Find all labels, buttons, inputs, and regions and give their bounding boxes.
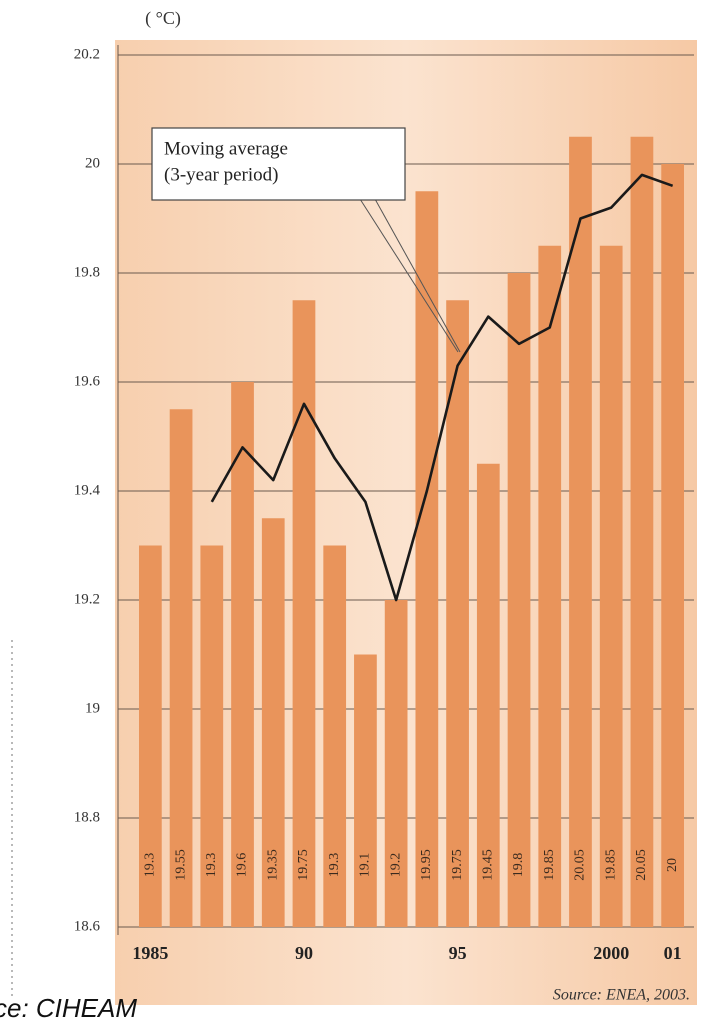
y-tick-label: 19.6 [74,373,101,389]
bar [384,600,408,927]
value-label: 19.6 [235,853,250,878]
x-axis: 1985 90 95 2000 01 [132,943,681,963]
bar [569,136,592,927]
y-tick-label: 19.2 [74,591,100,607]
value-label: 19.2 [388,853,403,878]
annotation-text: Moving average [164,138,288,159]
bar [292,300,316,927]
callout-pointer [374,198,461,353]
bar [476,463,500,927]
value-label: 19.75 [296,849,311,881]
moving-average-line [210,173,674,602]
bar [169,409,193,927]
unit-label: ( °C) [145,8,181,29]
y-tick-label: 20.2 [74,46,100,62]
value-labels: 19.3 19.55 19.3 19.6 19.35 19.75 19.3 19.1 19.2 1… [143,849,680,881]
value-label: 19.75 [450,849,465,881]
value-label: 19.85 [542,849,557,881]
y-tick-label: 18.6 [74,918,101,934]
credit: ce: CIHEAM [0,993,137,1018]
value-label: 19.3 [204,853,219,878]
x-tick-label: 2000 [593,943,629,963]
value-label: 19.8 [511,853,526,878]
value-label: 20.05 [634,849,649,881]
bar [415,191,439,927]
bars [138,136,685,927]
annotation-text: (3-year period) [164,164,278,185]
value-label: 20 [665,858,680,872]
value-label: 19.35 [265,849,280,881]
callout-box [151,127,406,201]
y-tick-label: 18.8 [74,809,100,825]
bar [630,136,654,927]
x-tick-label: 90 [295,943,313,963]
bar [446,300,469,927]
value-label: 19.3 [327,853,342,878]
bar [200,545,224,927]
y-tick-label: 19.8 [74,264,100,280]
bar [354,654,377,927]
y-tick-label: 19.4 [74,482,101,498]
bar [261,518,285,927]
callout-pointer [359,198,459,353]
value-label: 19.85 [603,849,618,881]
bar [661,164,685,927]
annotation: Moving average (3-year period) [151,127,461,353]
value-label: 19.95 [419,849,434,881]
bar [323,545,347,927]
x-tick-label: 01 [664,943,682,963]
x-tick-label: 95 [449,943,467,963]
y-tick-label: 20 [85,155,100,171]
value-label: 19.3 [143,853,158,878]
source: Source: ENEA, 2003. [553,987,690,1004]
bar [599,245,623,927]
bar [138,545,162,927]
bar [231,382,254,927]
y-tick-label: 19 [85,700,100,716]
value-label: 19.1 [358,853,373,878]
x-tick-label: 1985 [132,943,168,963]
value-label: 20.05 [573,849,588,881]
moving-average [210,173,674,602]
bar [538,245,562,927]
value-label: 19.45 [481,849,496,881]
value-label: 19.55 [173,849,188,881]
bar [507,273,531,927]
